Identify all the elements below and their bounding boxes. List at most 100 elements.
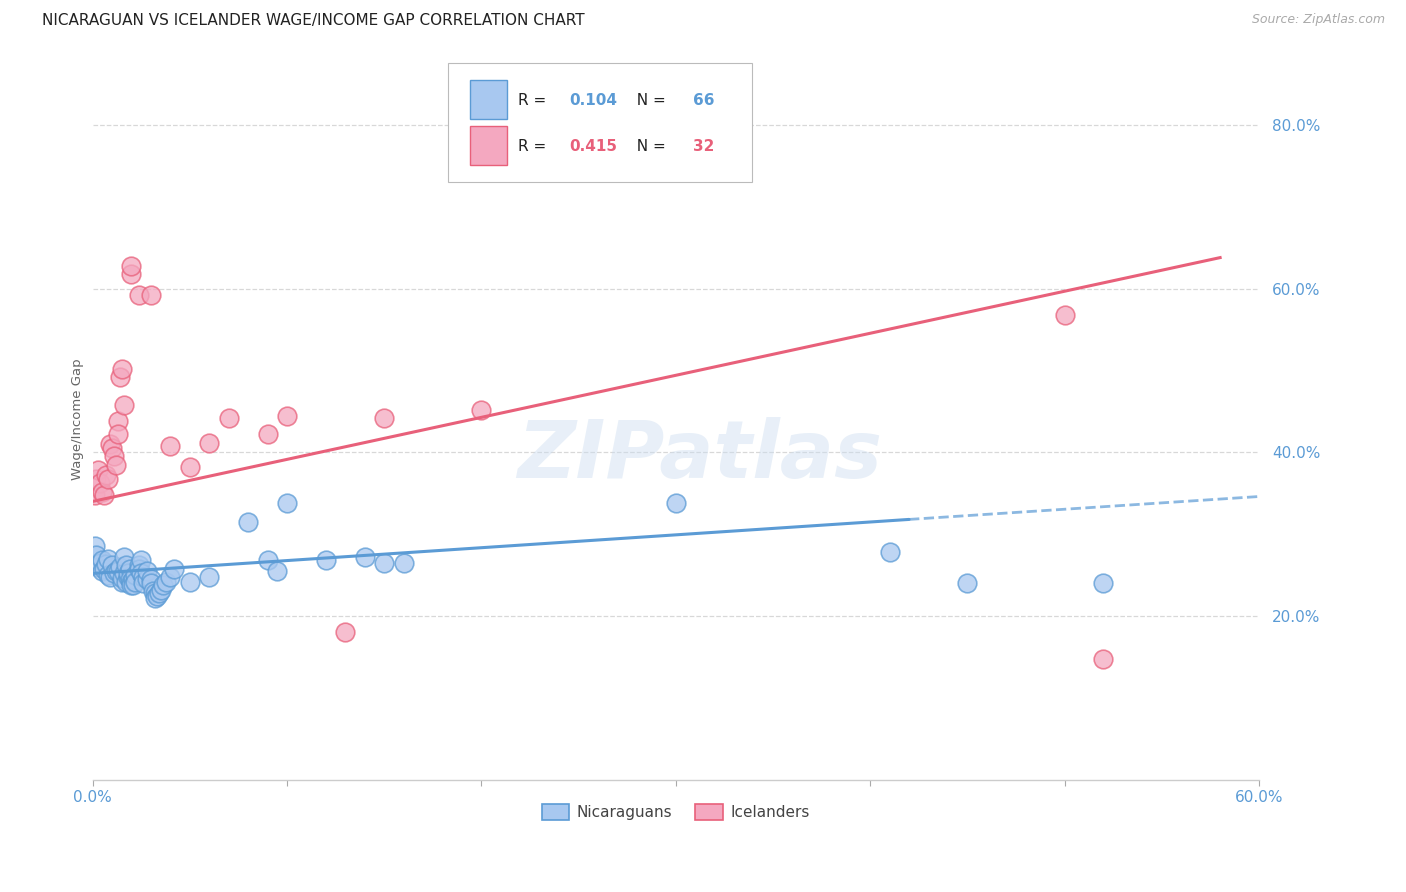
Point xyxy=(111,362,134,376)
Point xyxy=(155,574,177,589)
Point xyxy=(149,582,172,597)
Point xyxy=(145,589,167,603)
Point xyxy=(236,515,259,529)
Point xyxy=(315,553,337,567)
Point xyxy=(373,556,395,570)
Point xyxy=(120,267,142,281)
Point xyxy=(129,566,152,581)
Point xyxy=(353,550,375,565)
Point xyxy=(163,561,186,575)
Text: N =: N = xyxy=(627,93,671,108)
Point xyxy=(143,591,166,605)
Point xyxy=(128,558,150,573)
Point xyxy=(956,576,979,591)
Point xyxy=(136,572,159,586)
Point xyxy=(96,558,118,572)
FancyBboxPatch shape xyxy=(471,126,506,165)
Text: Source: ZipAtlas.com: Source: ZipAtlas.com xyxy=(1251,13,1385,27)
Point xyxy=(132,576,155,591)
Point xyxy=(86,471,108,485)
Point xyxy=(107,414,129,428)
Point xyxy=(1092,651,1115,665)
Point xyxy=(159,570,181,584)
Point xyxy=(392,556,415,570)
Text: N =: N = xyxy=(627,138,671,153)
Point xyxy=(139,572,162,586)
Point xyxy=(91,564,114,578)
Point xyxy=(112,398,135,412)
Point xyxy=(132,570,155,584)
Point xyxy=(93,561,115,575)
Point xyxy=(128,561,150,575)
Point xyxy=(104,564,127,578)
Point xyxy=(96,468,118,483)
Point xyxy=(114,574,136,589)
Point xyxy=(139,576,162,591)
Y-axis label: Wage/Income Gap: Wage/Income Gap xyxy=(72,359,84,481)
Text: 66: 66 xyxy=(693,93,714,108)
Point xyxy=(103,450,125,464)
FancyBboxPatch shape xyxy=(471,80,506,120)
Point xyxy=(335,625,357,640)
Point xyxy=(276,496,298,510)
Text: 0.104: 0.104 xyxy=(569,93,617,108)
Point xyxy=(104,458,127,472)
Point xyxy=(470,402,492,417)
Point xyxy=(198,570,221,584)
Point xyxy=(93,488,115,502)
Point xyxy=(101,558,124,573)
Point xyxy=(122,578,145,592)
Point xyxy=(256,427,278,442)
Point xyxy=(89,476,111,491)
Point xyxy=(159,439,181,453)
Point xyxy=(107,427,129,442)
Point xyxy=(87,463,110,477)
Point xyxy=(97,471,120,485)
Point xyxy=(879,545,901,559)
Point xyxy=(91,553,114,567)
Point xyxy=(266,564,288,578)
Point xyxy=(108,560,131,574)
Point xyxy=(98,570,121,584)
Text: ZIPatlas: ZIPatlas xyxy=(516,417,882,494)
Point xyxy=(218,411,240,425)
Point xyxy=(120,578,142,592)
Point xyxy=(97,568,120,582)
Point xyxy=(114,558,136,573)
Point xyxy=(107,564,129,578)
Point xyxy=(97,551,120,566)
Point xyxy=(120,574,142,589)
Point xyxy=(117,570,139,584)
Point xyxy=(136,564,159,578)
Text: 32: 32 xyxy=(693,138,714,153)
Point xyxy=(128,288,150,302)
Point xyxy=(129,553,152,567)
Point xyxy=(98,437,121,451)
Point xyxy=(86,548,108,562)
Point xyxy=(198,435,221,450)
Point xyxy=(91,484,114,499)
Point xyxy=(142,584,165,599)
Point xyxy=(111,574,134,589)
Point xyxy=(112,550,135,565)
Point xyxy=(118,561,141,575)
Point xyxy=(124,568,146,582)
Point xyxy=(124,574,146,589)
Point xyxy=(276,409,298,423)
Point xyxy=(117,566,139,581)
Point xyxy=(103,566,125,581)
Point xyxy=(152,578,174,592)
Point xyxy=(120,259,142,273)
Text: NICARAGUAN VS ICELANDER WAGE/INCOME GAP CORRELATION CHART: NICARAGUAN VS ICELANDER WAGE/INCOME GAP … xyxy=(42,13,585,29)
Point xyxy=(87,560,110,574)
Point xyxy=(665,496,688,510)
Point xyxy=(122,572,145,586)
Text: R =: R = xyxy=(519,138,551,153)
Legend: Nicaraguans, Icelanders: Nicaraguans, Icelanders xyxy=(536,797,815,826)
Point xyxy=(179,574,201,589)
Point xyxy=(139,288,162,302)
Point xyxy=(1092,576,1115,591)
Text: R =: R = xyxy=(519,93,551,108)
Point xyxy=(148,586,170,600)
Point xyxy=(111,571,134,585)
